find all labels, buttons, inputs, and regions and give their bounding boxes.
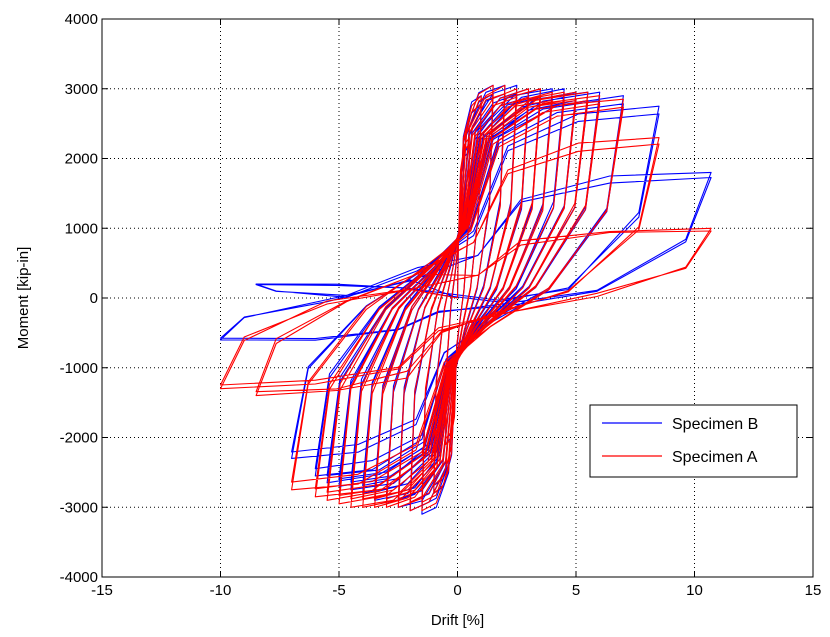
- x-tick-label: 0: [453, 582, 461, 599]
- x-tick-label: 10: [686, 582, 703, 599]
- y-tick-label: -2000: [60, 430, 98, 447]
- y-tick-label: -4000: [60, 569, 98, 586]
- legend: Specimen B Specimen A: [589, 404, 798, 478]
- y-tick-labels: -4000 -3000 -2000 -1000 0 1000 2000 3000 4000: [60, 11, 98, 586]
- legend-label-specimen-a: Specimen A: [672, 449, 758, 466]
- y-tick-label: 0: [90, 290, 98, 307]
- y-tick-label: -1000: [60, 360, 98, 377]
- x-tick-label: 5: [572, 582, 580, 599]
- y-tick-label: 1000: [65, 220, 98, 237]
- y-tick-label: 2000: [65, 151, 98, 168]
- legend-box: [589, 404, 798, 478]
- x-axis-label: Drift [%]: [431, 612, 484, 629]
- axis-ticks: [101, 18, 814, 578]
- legend-label-specimen-b: Specimen B: [672, 416, 758, 433]
- x-tick-label: 15: [805, 582, 822, 599]
- x-tick-label: -5: [332, 582, 345, 599]
- x-tick-labels: -15 -10 -5 0 5 10 15: [91, 582, 821, 599]
- x-tick-label: -10: [210, 582, 232, 599]
- y-axis-label: Moment [kip-in]: [15, 247, 32, 350]
- y-tick-label: 4000: [65, 11, 98, 28]
- series-line-specimen-a: [219, 84, 712, 512]
- y-tick-label: -3000: [60, 499, 98, 516]
- x-tick-label: -15: [91, 582, 113, 599]
- y-tick-label: 3000: [65, 81, 98, 98]
- series-layer: [219, 84, 712, 515]
